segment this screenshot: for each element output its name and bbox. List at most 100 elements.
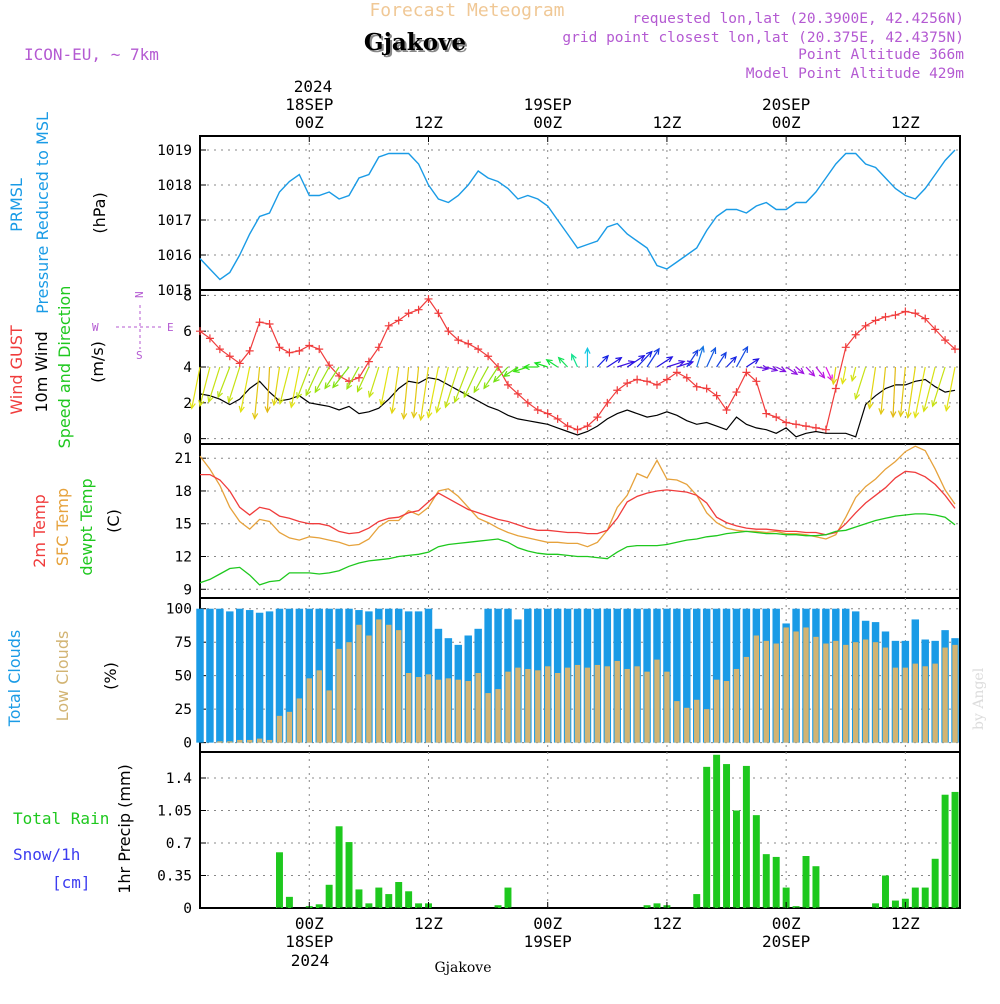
wind-arrowhead xyxy=(473,386,480,394)
wind-arrowhead xyxy=(905,411,912,419)
wind-arrowhead xyxy=(830,378,838,386)
time-label-top: 00Z xyxy=(295,113,324,132)
wind-label: 10m Wind xyxy=(32,331,51,412)
total-cloud-bar xyxy=(702,608,711,743)
gust-point xyxy=(384,321,393,330)
low-cloud-bar xyxy=(674,701,680,743)
low-cloud-bar xyxy=(525,668,531,743)
low-cloud-bar xyxy=(604,666,611,743)
compass-n: N xyxy=(133,291,146,298)
y-tick-label-clouds: 50 xyxy=(175,669,192,685)
low-cloud-bar xyxy=(346,642,352,743)
rain-label: Total Rain xyxy=(13,809,109,828)
gust-label: Wind GUST xyxy=(7,325,26,415)
gust-point xyxy=(633,375,642,384)
low-cloud-bar xyxy=(545,666,551,743)
gust-point xyxy=(871,316,880,325)
low-cloud-bar xyxy=(862,639,869,743)
low-cloud-bar xyxy=(872,642,879,743)
low-cloud-bar xyxy=(356,624,362,743)
compass-w: W xyxy=(92,321,99,334)
wind-arrow xyxy=(273,366,281,405)
precip-axis-label: 1hr Precip (mm) xyxy=(115,764,134,894)
wind-arrow xyxy=(571,354,579,368)
y-tick-label-pressure: 1015 xyxy=(157,283,192,299)
rain-bar xyxy=(703,766,711,908)
rain-bar xyxy=(742,765,750,908)
y-tick-label-clouds: 0 xyxy=(183,736,192,752)
gust-point xyxy=(841,343,850,352)
gust-point xyxy=(702,384,711,393)
low-cloud-bar xyxy=(246,739,253,743)
rain-bar xyxy=(812,866,820,908)
gust-point xyxy=(931,325,940,334)
total-cloud-bar xyxy=(275,608,284,743)
wind-arrow xyxy=(945,366,956,411)
wind-arrowhead xyxy=(678,360,686,367)
wind-arrow xyxy=(473,366,489,393)
y-tick-label-precipitation: 0 xyxy=(183,901,192,917)
wind-arrow xyxy=(899,366,906,417)
time-label-top: 00Z xyxy=(772,113,801,132)
wind-arrow xyxy=(314,366,330,393)
wind-arrow xyxy=(199,366,211,406)
rain-bar xyxy=(951,791,959,908)
panel-frame-precipitation xyxy=(199,751,961,909)
gust-point xyxy=(454,336,463,345)
wind-arrow xyxy=(463,366,479,398)
low-cloud-bar xyxy=(415,677,422,743)
rain-bar xyxy=(494,905,502,908)
rain-bar xyxy=(355,889,363,908)
gust-point xyxy=(593,413,602,422)
gust-point xyxy=(295,346,304,355)
gust-point xyxy=(474,345,483,354)
date-label-top: 19SEP xyxy=(524,95,572,114)
wind-arrowhead xyxy=(314,386,321,394)
wind-arrow xyxy=(228,366,241,403)
wind-arrowhead xyxy=(878,408,885,416)
wind-arrowhead xyxy=(217,391,223,399)
panel-frame-pressure xyxy=(199,135,961,291)
rain-bar xyxy=(911,887,919,908)
wind-arrow xyxy=(686,349,699,368)
y-tick-label-pressure: 1018 xyxy=(157,178,192,194)
wind-arrow xyxy=(795,366,805,374)
wind-arrowhead xyxy=(854,392,861,401)
total-cloud-bar xyxy=(206,608,214,743)
low-cloud-bar xyxy=(833,640,839,743)
wind-arrowhead xyxy=(512,366,520,373)
wind-arrow xyxy=(606,357,622,368)
rain-bar xyxy=(315,904,323,908)
total-cloud-bar xyxy=(196,608,204,743)
wind-arrowhead xyxy=(324,382,331,390)
total-cloud-bar xyxy=(255,612,264,743)
wind-arrow xyxy=(290,366,300,408)
gust-point xyxy=(265,320,274,329)
wind-arrow xyxy=(775,366,786,373)
low-cloud-bar xyxy=(634,666,640,743)
y-tick-label-wind: 0 xyxy=(183,432,192,448)
gust-point xyxy=(752,377,761,386)
rain-bar xyxy=(385,894,393,908)
panel-frame-temperature xyxy=(199,443,961,599)
snow-label: Snow/1h xyxy=(13,845,80,864)
gust-point xyxy=(285,348,294,357)
wind-arrow xyxy=(403,366,410,419)
low-cloud-bar xyxy=(743,656,750,743)
rain-bar xyxy=(395,882,403,908)
gust-point xyxy=(782,418,791,427)
wind-arrow xyxy=(454,366,469,403)
low-cloud-bar xyxy=(535,670,541,743)
info-line-grid: grid point closest lon,lat (20.375E, 42.… xyxy=(562,30,964,46)
gust-point xyxy=(503,380,512,389)
wind-arrow xyxy=(332,366,350,388)
wind-arrow xyxy=(324,366,340,389)
low-cloud-bar xyxy=(922,666,928,743)
low-cloud-bar xyxy=(217,741,223,743)
low-cloud-bar xyxy=(574,664,581,743)
wind-arrow xyxy=(932,366,946,407)
wind-arrowhead xyxy=(818,371,826,379)
date-label-bottom: 18SEP xyxy=(285,932,333,951)
wind-arrow xyxy=(646,348,660,368)
gust-point xyxy=(722,405,731,414)
